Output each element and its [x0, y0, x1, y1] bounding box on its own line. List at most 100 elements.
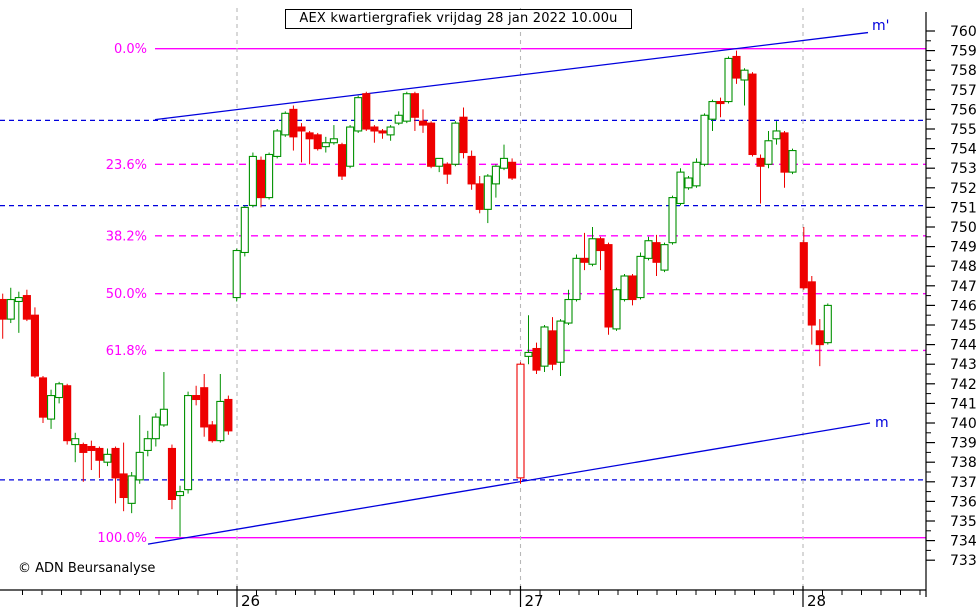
candle — [273, 129, 282, 159]
candle-body — [644, 240, 653, 259]
fib-label: 50.0% — [106, 287, 147, 302]
candle — [55, 381, 64, 404]
candle — [780, 130, 789, 188]
candle-body — [772, 130, 781, 140]
candle-body — [524, 351, 533, 357]
candle-body — [435, 157, 444, 167]
candle-body — [208, 424, 217, 442]
candle-body — [402, 93, 411, 122]
candle — [499, 144, 509, 171]
candle — [684, 176, 693, 190]
day-label: 27 — [525, 592, 544, 610]
candle — [14, 291, 23, 333]
candle — [410, 91, 419, 131]
candle — [644, 236, 653, 261]
candle — [772, 121, 781, 145]
candle-body — [660, 244, 669, 271]
candle-body — [636, 255, 645, 299]
chart-title: AEX kwartiergrafiek vrijdag 28 jan 2022 … — [285, 9, 632, 29]
candle — [676, 168, 685, 206]
candle-body — [346, 126, 355, 167]
candle-body — [716, 101, 725, 105]
candle — [159, 372, 168, 427]
candle-body — [652, 242, 661, 263]
y-axis-label: 742 — [950, 377, 977, 393]
candle — [443, 162, 452, 184]
candle — [483, 174, 492, 224]
candle-body — [22, 295, 31, 320]
y-axis-label: 744 — [950, 338, 977, 354]
candle-body — [410, 93, 419, 118]
candle — [660, 242, 669, 273]
candle-body — [175, 491, 185, 497]
candle-body — [756, 157, 765, 167]
candle-body — [378, 130, 387, 134]
candle-body — [620, 275, 629, 301]
candle-body — [362, 93, 371, 130]
candle-body — [668, 197, 677, 244]
candle — [807, 276, 816, 345]
candle-body — [732, 55, 741, 79]
candle — [724, 56, 733, 104]
candle — [435, 157, 444, 173]
y-axis-label: 755 — [950, 122, 977, 138]
candle — [151, 413, 160, 447]
candle — [564, 289, 573, 325]
candle-body — [103, 453, 112, 463]
candle-body — [184, 395, 193, 491]
candle-body — [764, 140, 773, 165]
candle — [63, 383, 72, 445]
candle — [297, 123, 306, 163]
candle-body — [143, 438, 152, 451]
day-separators — [236, 8, 804, 590]
candle-body — [305, 132, 314, 140]
candle-body — [216, 400, 225, 442]
candle-body — [71, 438, 80, 446]
candle — [516, 362, 525, 484]
candle — [362, 91, 371, 131]
candle-body — [556, 320, 565, 363]
candle-body — [467, 155, 476, 185]
candle-body — [676, 171, 685, 205]
candle-body — [167, 447, 177, 500]
y-axis-label: 756 — [950, 102, 977, 118]
candle-body — [63, 385, 72, 442]
candle — [732, 50, 741, 84]
candle — [532, 342, 541, 374]
candle — [788, 148, 797, 175]
y-axis-label: 733 — [950, 553, 977, 569]
candle-body — [788, 150, 797, 173]
candle — [548, 317, 557, 371]
candle — [628, 274, 637, 306]
candle — [281, 111, 290, 137]
candle-body — [354, 97, 363, 132]
candle — [524, 315, 533, 365]
candle — [556, 319, 565, 376]
fib-label: 38.2% — [106, 229, 147, 244]
candle-body — [55, 383, 64, 399]
candle — [248, 152, 257, 208]
candle-body — [321, 142, 330, 148]
candle — [240, 205, 249, 257]
candle-body — [192, 395, 201, 401]
candle — [200, 374, 209, 437]
candle-body — [628, 275, 637, 301]
candle-body — [297, 126, 306, 132]
candle — [135, 415, 144, 484]
y-axis-label: 753 — [950, 161, 977, 177]
y-axis-label: 760 — [950, 24, 977, 40]
candle — [580, 232, 589, 271]
candle-body — [119, 473, 128, 499]
candle-body — [47, 395, 56, 420]
trend-lines: m' m — [147, 18, 890, 545]
candle — [740, 68, 749, 106]
candle-body — [79, 444, 88, 453]
candle-body — [265, 153, 274, 199]
y-axis-label: 746 — [950, 298, 977, 314]
fib-label: 61.8% — [106, 344, 147, 359]
candle — [321, 136, 330, 153]
candle — [111, 446, 120, 504]
candle-body — [200, 387, 209, 428]
y-axis-label: 751 — [950, 200, 977, 216]
